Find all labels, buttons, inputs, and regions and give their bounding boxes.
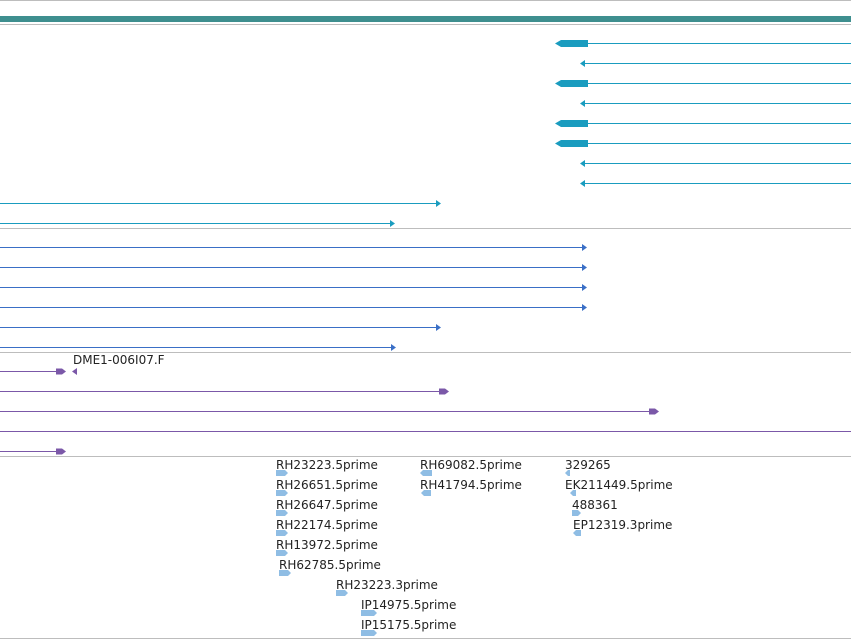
strand-arrow-icon bbox=[56, 368, 66, 375]
protein-6[interactable] bbox=[0, 337, 851, 357]
est-label[interactable]: IP14975.5prime bbox=[361, 598, 457, 612]
transcript-7[interactable] bbox=[0, 153, 851, 173]
est-feature[interactable] bbox=[336, 590, 350, 598]
strand-arrow-icon bbox=[72, 368, 77, 375]
est-feature[interactable] bbox=[276, 490, 290, 498]
strand-arrow-icon bbox=[580, 160, 585, 167]
bottom-border bbox=[0, 638, 851, 639]
cdna-2[interactable] bbox=[0, 381, 851, 401]
est-label[interactable]: RH23223.3prime bbox=[336, 578, 438, 592]
est-label[interactable]: RH26651.5prime bbox=[276, 478, 378, 492]
transcript-10[interactable] bbox=[0, 213, 851, 233]
est-feature[interactable] bbox=[565, 470, 572, 478]
cdna-divider bbox=[0, 456, 851, 457]
strand-arrow-icon bbox=[582, 304, 587, 311]
est-feature[interactable] bbox=[572, 510, 583, 518]
exon-block bbox=[555, 40, 588, 47]
transcript-1[interactable] bbox=[0, 33, 851, 53]
est-label[interactable]: EK211449.5prime bbox=[565, 478, 673, 492]
strand-arrow-icon bbox=[56, 448, 66, 455]
strand-arrow-icon bbox=[582, 284, 587, 291]
est-label[interactable]: RH62785.5prime bbox=[279, 558, 381, 572]
protein-2[interactable] bbox=[0, 257, 851, 277]
est-label[interactable]: 488361 bbox=[572, 498, 618, 512]
est-feature[interactable] bbox=[421, 490, 433, 498]
strand-arrow-icon bbox=[580, 100, 585, 107]
protein-1[interactable] bbox=[0, 237, 851, 257]
est-feature[interactable] bbox=[279, 570, 293, 578]
transcript-6[interactable] bbox=[0, 133, 851, 153]
est-label[interactable]: RH69082.5prime bbox=[420, 458, 522, 472]
transcript-9[interactable] bbox=[0, 193, 851, 213]
cdna-1[interactable] bbox=[0, 361, 851, 381]
top-border bbox=[0, 0, 851, 1]
protein-divider bbox=[0, 352, 851, 353]
strand-arrow-icon bbox=[439, 388, 449, 395]
strand-arrow-icon bbox=[436, 200, 441, 207]
est-label[interactable]: 329265 bbox=[565, 458, 611, 472]
est-label[interactable]: RH13972.5prime bbox=[276, 538, 378, 552]
transcript-5[interactable] bbox=[0, 113, 851, 133]
cdna-4[interactable] bbox=[0, 421, 851, 441]
est-feature[interactable] bbox=[276, 510, 290, 518]
cdna-3[interactable] bbox=[0, 401, 851, 421]
transcript-divider bbox=[0, 228, 851, 229]
est-label[interactable]: IP15175.5prime bbox=[361, 618, 457, 632]
transcript-8[interactable] bbox=[0, 173, 851, 193]
est-label[interactable]: RH23223.5prime bbox=[276, 458, 378, 472]
est-feature[interactable] bbox=[361, 630, 379, 638]
protein-4[interactable] bbox=[0, 297, 851, 317]
strand-arrow-icon bbox=[582, 244, 587, 251]
strand-arrow-icon bbox=[649, 408, 659, 415]
est-feature[interactable] bbox=[361, 610, 379, 618]
gene-divider bbox=[0, 24, 851, 25]
strand-arrow-icon bbox=[391, 344, 396, 351]
cdna-label: DME1-006I07.F bbox=[73, 353, 165, 367]
est-feature[interactable] bbox=[420, 470, 434, 478]
strand-arrow-icon bbox=[580, 60, 585, 67]
transcript-4[interactable] bbox=[0, 93, 851, 113]
transcript-2[interactable] bbox=[0, 53, 851, 73]
strand-arrow-icon bbox=[580, 180, 585, 187]
est-label[interactable]: EP12319.3prime bbox=[573, 518, 673, 532]
exon-block bbox=[555, 140, 588, 147]
est-feature[interactable] bbox=[276, 530, 290, 538]
cdna-5[interactable] bbox=[0, 441, 851, 461]
protein-3[interactable] bbox=[0, 277, 851, 297]
gene-bar[interactable] bbox=[0, 16, 851, 22]
transcript-3[interactable] bbox=[0, 73, 851, 93]
est-label[interactable]: RH22174.5prime bbox=[276, 518, 378, 532]
strand-arrow-icon bbox=[582, 264, 587, 271]
exon-block bbox=[555, 120, 588, 127]
est-label[interactable]: RH26647.5prime bbox=[276, 498, 378, 512]
est-label[interactable]: RH41794.5prime bbox=[420, 478, 522, 492]
est-feature[interactable] bbox=[570, 490, 578, 498]
est-feature[interactable] bbox=[276, 470, 290, 478]
est-feature[interactable] bbox=[573, 530, 583, 538]
strand-arrow-icon bbox=[390, 220, 395, 227]
protein-5[interactable] bbox=[0, 317, 851, 337]
exon-block bbox=[555, 80, 588, 87]
est-feature[interactable] bbox=[276, 550, 290, 558]
strand-arrow-icon bbox=[436, 324, 441, 331]
